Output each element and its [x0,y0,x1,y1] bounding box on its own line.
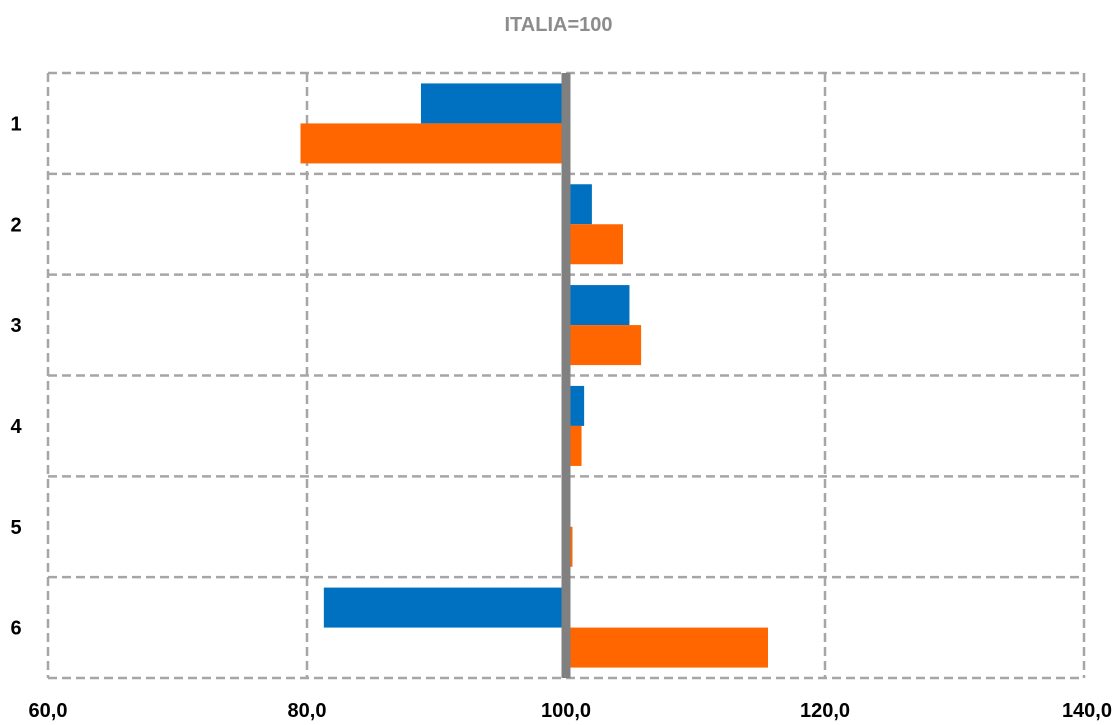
bar-series-1-cat-4 [566,385,585,426]
x-tick-label: 60,0 [29,700,68,722]
category-label: 1 [10,113,21,135]
category-label: 3 [10,315,21,337]
x-tick-label: 80,0 [288,700,327,722]
bar-series-1-cat-6 [323,587,566,628]
chart-title: ITALIA=100 [504,14,613,36]
labels-layer: 1 2 3 4 5 6 60,0 80,0 100,0 120,0 140,0 [10,113,1112,722]
x-tick-label: 140,0 [1062,700,1112,722]
bars-layer [300,83,769,668]
x-tick-label: 100,0 [541,700,591,722]
bar-series-2-cat-1 [300,123,566,164]
category-label: 5 [10,517,21,539]
bar-series-2-cat-6 [566,627,769,668]
bar-series-2-cat-3 [566,325,642,366]
x-tick-label: 120,0 [800,700,850,722]
category-label: 2 [10,214,21,236]
bar-series-1-cat-3 [566,285,630,326]
category-label: 4 [10,416,22,438]
bar-series-2-cat-2 [566,224,623,265]
bar-series-1-cat-1 [420,83,566,124]
category-label: 6 [10,618,21,640]
